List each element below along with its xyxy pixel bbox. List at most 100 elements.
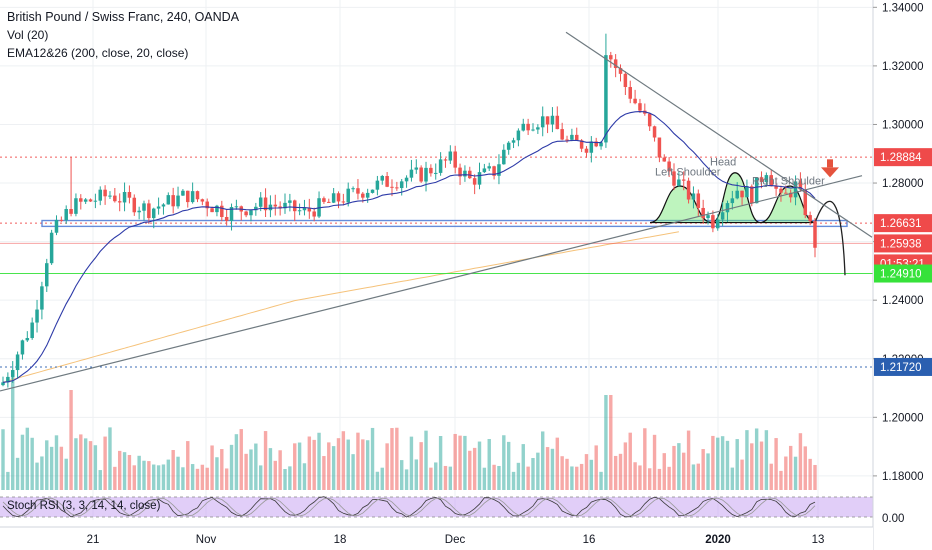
volume-bar	[137, 455, 141, 490]
volume-bar	[156, 465, 161, 490]
volume-bar	[599, 471, 603, 490]
volume-bar	[331, 446, 336, 490]
candle-body	[584, 148, 589, 153]
time-tick-label: Dec	[445, 534, 466, 546]
volume-bar	[69, 390, 73, 490]
ema-indicator-label[interactable]: EMA12&26 (200, close, 20, close)	[7, 46, 189, 60]
candle-body	[686, 180, 691, 200]
volume-bar	[186, 441, 190, 490]
volume-bars	[1, 370, 817, 490]
volume-bar	[327, 442, 331, 490]
volume-bar	[429, 467, 433, 490]
candle-body	[30, 322, 34, 339]
volume-bar	[575, 466, 579, 490]
pattern-label: Left Shoulder	[655, 167, 721, 179]
candle-body	[356, 188, 360, 194]
candle-body	[438, 159, 443, 173]
volume-bar	[210, 445, 214, 490]
volume-bar	[171, 450, 175, 490]
candle-body	[419, 167, 423, 182]
volume-bar	[404, 469, 409, 490]
candle-body	[506, 142, 511, 150]
volume-bar	[1, 429, 5, 490]
stoch-rsi-label[interactable]: Stoch RSI (3, 3, 14, 14, close)	[7, 500, 161, 512]
candle-body	[297, 210, 302, 212]
volume-bar	[472, 447, 477, 490]
price-axis[interactable]: 1.340001.320001.300001.280001.260001.240…	[872, 0, 932, 550]
volume-bar	[784, 456, 788, 490]
volume-bar	[618, 453, 623, 490]
volume-bar	[317, 432, 321, 490]
volume-bar	[745, 430, 749, 490]
volume-bar	[113, 466, 117, 490]
volume-bar	[468, 450, 472, 490]
time-axis[interactable]: 21 Nov 18 Dec 16 2020 13	[0, 526, 873, 550]
volume-bar	[696, 463, 701, 490]
volume-bar	[220, 449, 224, 490]
candle-body	[793, 181, 798, 198]
candle-body	[657, 137, 662, 158]
volume-bar	[79, 434, 83, 490]
candle-body	[244, 211, 248, 216]
stoch-rsi-pane	[0, 496, 873, 518]
volume-bar	[147, 461, 151, 490]
volume-bar	[409, 436, 414, 490]
candle-body	[302, 207, 307, 211]
projection-curve	[814, 200, 846, 276]
candle-body	[677, 179, 681, 186]
candle-body	[779, 188, 783, 193]
volume-bar	[45, 440, 49, 490]
time-tick-label: 16	[583, 534, 596, 546]
symbol-title[interactable]: British Pound / Swiss Franc, 240, OANDA	[7, 10, 240, 24]
volume-bar	[385, 443, 389, 490]
volume-bar	[263, 431, 268, 490]
price-badge	[874, 264, 932, 283]
volume-bar	[521, 444, 525, 490]
candle-body	[565, 139, 569, 141]
price-tick-label: 1.24000	[882, 295, 924, 307]
candle-body	[10, 370, 15, 377]
volume-bar	[25, 427, 30, 490]
candle-body	[545, 116, 550, 125]
candle-body	[312, 211, 316, 217]
volume-bar	[49, 446, 54, 490]
candle-body	[190, 191, 195, 203]
candle-body	[122, 192, 127, 203]
volume-bar	[667, 466, 671, 490]
volume-bar	[234, 434, 239, 490]
candle-body	[536, 127, 540, 130]
volume-bar	[200, 464, 205, 490]
volume-bar	[166, 459, 171, 490]
volume-bar	[419, 442, 423, 490]
volume-bar	[375, 471, 380, 490]
volume-bar	[215, 457, 219, 490]
time-tick-label: 2020	[705, 534, 731, 546]
candle-body	[754, 177, 759, 204]
volume-bar	[239, 429, 243, 490]
price-badge-label: 1.26631	[880, 218, 922, 230]
candle-body	[730, 198, 735, 204]
volume-bar	[628, 432, 632, 490]
time-axis-background	[0, 527, 873, 550]
volume-bar	[83, 438, 88, 490]
candle-body	[370, 189, 375, 193]
volume-bar	[40, 456, 44, 490]
volume-indicator-label[interactable]: Vol (20)	[7, 28, 49, 42]
volume-bar	[541, 431, 545, 490]
price-tick-label: 1.18000	[882, 471, 924, 483]
candle-body	[224, 216, 229, 221]
volume-bar	[798, 433, 803, 490]
candle-body	[151, 208, 156, 219]
volume-bar	[662, 453, 666, 490]
volume-bar	[15, 457, 20, 490]
volume-bar	[638, 465, 642, 490]
chart-legend: British Pound / Swiss Franc, 240, OANDA …	[7, 8, 239, 62]
volume-bar	[764, 430, 769, 490]
volume-bar	[88, 441, 93, 490]
price-badge	[874, 214, 932, 233]
candle-body	[623, 73, 628, 88]
time-tick-label: 13	[812, 534, 825, 546]
candle-body	[759, 177, 764, 182]
candle-body	[720, 212, 725, 220]
